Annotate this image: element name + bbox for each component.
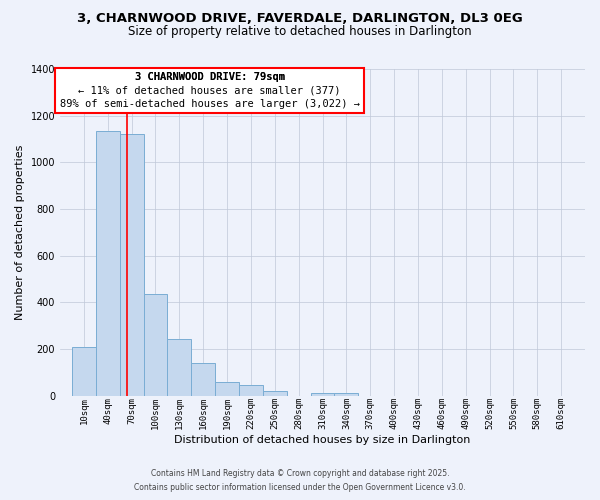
Text: 3 CHARNWOOD DRIVE: 79sqm
← 11% of detached houses are smaller (377)
89% of semi-: 3 CHARNWOOD DRIVE: 79sqm ← 11% of detach…: [59, 72, 359, 108]
Bar: [239, 386, 263, 396]
Y-axis label: Number of detached properties: Number of detached properties: [15, 144, 25, 320]
Bar: [191, 363, 215, 396]
Text: Size of property relative to detached houses in Darlington: Size of property relative to detached ho…: [128, 25, 472, 38]
Bar: [143, 294, 167, 396]
Bar: [263, 391, 287, 396]
Bar: [167, 338, 191, 396]
Bar: [72, 347, 96, 396]
Bar: [215, 382, 239, 396]
Bar: [334, 393, 358, 396]
Text: 3, CHARNWOOD DRIVE, FAVERDALE, DARLINGTON, DL3 0EG: 3, CHARNWOOD DRIVE, FAVERDALE, DARLINGTO…: [77, 12, 523, 26]
Text: Contains HM Land Registry data © Crown copyright and database right 2025.: Contains HM Land Registry data © Crown c…: [151, 468, 449, 477]
Text: 3 CHARNWOOD DRIVE: 79sqm: 3 CHARNWOOD DRIVE: 79sqm: [134, 72, 284, 83]
X-axis label: Distribution of detached houses by size in Darlington: Distribution of detached houses by size …: [175, 435, 471, 445]
Bar: [96, 131, 119, 396]
Bar: [311, 394, 334, 396]
Text: Contains public sector information licensed under the Open Government Licence v3: Contains public sector information licen…: [134, 484, 466, 492]
Bar: [119, 134, 143, 396]
